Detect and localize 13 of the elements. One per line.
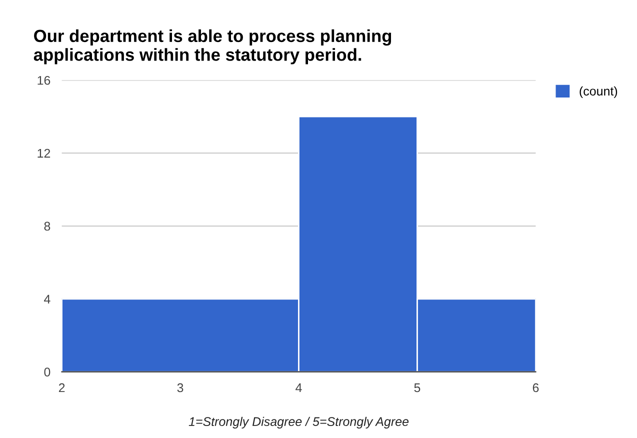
x-tick-label: 6 xyxy=(532,383,539,392)
chart-title: Our department is able to process planning applications within the statutory period. xyxy=(34,29,392,64)
x-tick-label: 3 xyxy=(177,383,184,392)
x-axis-title: 1=Strongly Disagree / 5=Strongly Agree xyxy=(188,416,409,428)
x-tick-label: 2 xyxy=(58,383,65,392)
y-tick-label: 16 xyxy=(38,76,50,85)
x-tick-label: 4 xyxy=(296,383,302,392)
y-tick-label: 0 xyxy=(44,368,50,377)
y-tick-label: 4 xyxy=(44,294,50,304)
legend-label: (count) xyxy=(580,86,618,98)
y-tick-label: 12 xyxy=(38,148,50,158)
y-tick-label: 8 xyxy=(44,222,50,231)
x-tick-label: 5 xyxy=(414,383,420,392)
